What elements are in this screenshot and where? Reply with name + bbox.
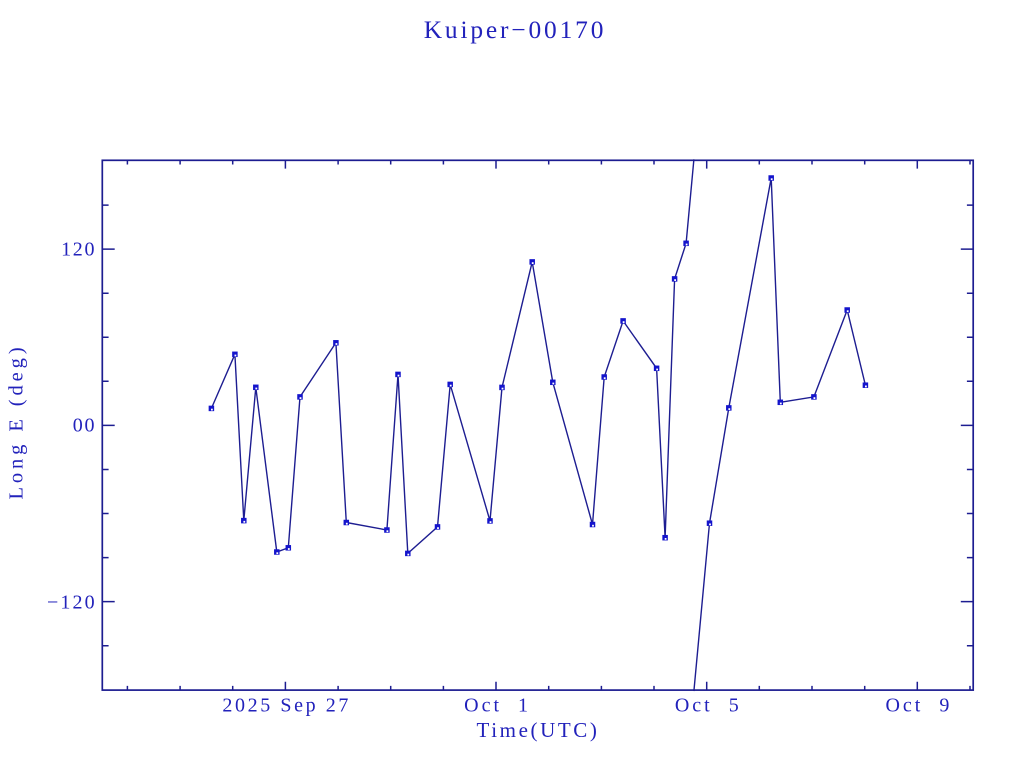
svg-text:Oct 1: Oct 1 — [464, 694, 531, 716]
svg-text:Time(UTC): Time(UTC) — [477, 718, 600, 742]
svg-text:120: 120 — [61, 239, 96, 261]
svg-text:Oct 5: Oct 5 — [675, 694, 742, 716]
svg-text:−120: −120 — [47, 591, 97, 613]
svg-text:Oct 9: Oct 9 — [885, 694, 952, 716]
svg-text:2025 Sep 27: 2025 Sep 27 — [222, 694, 351, 716]
svg-text:00: 00 — [73, 415, 96, 437]
svg-text:Kuiper−00170: Kuiper−00170 — [424, 16, 607, 44]
svg-text:Long E (deg): Long E (deg) — [6, 343, 28, 499]
